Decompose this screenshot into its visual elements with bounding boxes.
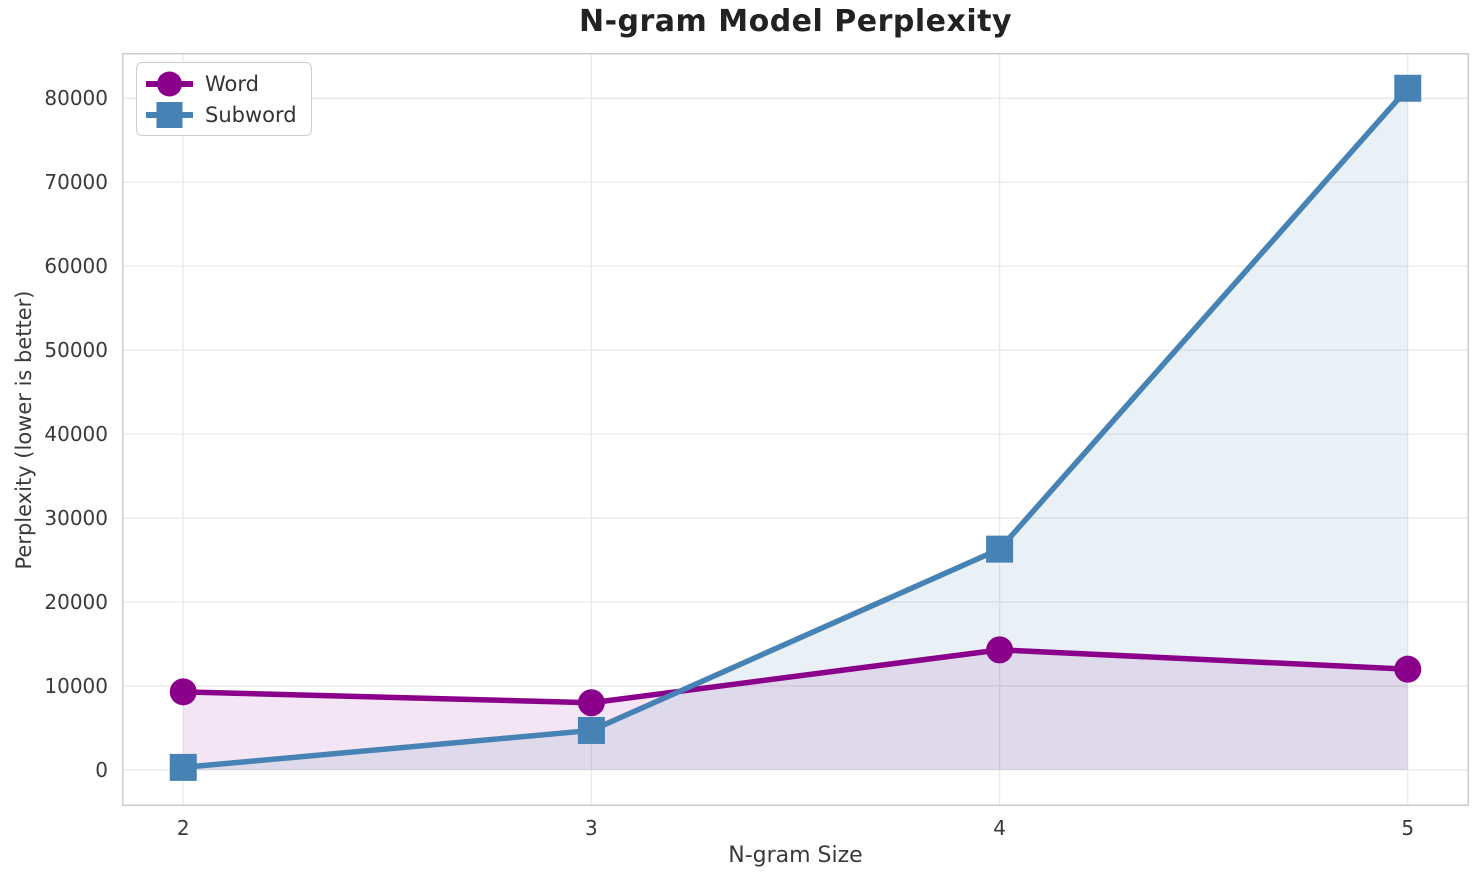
subword-data-point xyxy=(1394,74,1422,102)
subword-square-marker-icon xyxy=(146,101,193,129)
chart-title: N-gram Model Perplexity xyxy=(578,4,1013,39)
legend-item-word: Word xyxy=(146,68,297,99)
plot-frame xyxy=(122,53,1469,806)
word-data-point xyxy=(1394,655,1422,683)
x-tick-label: 5 xyxy=(1401,816,1415,840)
word-data-point xyxy=(169,678,197,706)
y-tick-label: 10000 xyxy=(44,673,108,698)
x-tick-label: 3 xyxy=(585,816,598,840)
word-circle-marker-icon xyxy=(146,70,193,98)
y-tick-label: 40000 xyxy=(44,422,108,447)
y-axis-label: Perplexity (lower is better) xyxy=(12,290,36,570)
x-tick-label: 2 xyxy=(176,816,190,840)
word-data-point xyxy=(577,689,605,717)
y-tick-label: 70000 xyxy=(44,170,108,195)
y-tick-label: 80000 xyxy=(44,86,108,111)
y-tick-label: 50000 xyxy=(44,338,108,363)
legend-item-subword: Subword xyxy=(146,99,297,130)
square-glyph xyxy=(146,101,193,128)
x-axis-label: N-gram Size xyxy=(728,843,863,868)
subword-area-fill xyxy=(183,88,1408,770)
word-data-point xyxy=(986,636,1014,664)
legend: Word Subword xyxy=(136,62,312,136)
chart-canvas xyxy=(122,53,1469,806)
legend-label-subword: Subword xyxy=(205,102,297,127)
y-tick-label: 0 xyxy=(95,757,108,782)
subword-data-point xyxy=(577,716,605,744)
subword-line xyxy=(180,85,1411,771)
plot-area xyxy=(122,53,1469,806)
subword-data-point xyxy=(169,753,197,781)
legend-label-word: Word xyxy=(205,71,259,96)
y-tick-label: 30000 xyxy=(44,506,108,531)
y-tick-label: 20000 xyxy=(44,590,108,614)
word-line xyxy=(180,647,1411,706)
subword-data-point xyxy=(986,535,1014,563)
y-tick-label: 60000 xyxy=(44,254,108,279)
x-tick-label: 4 xyxy=(993,816,1006,840)
circle-glyph xyxy=(146,71,193,96)
